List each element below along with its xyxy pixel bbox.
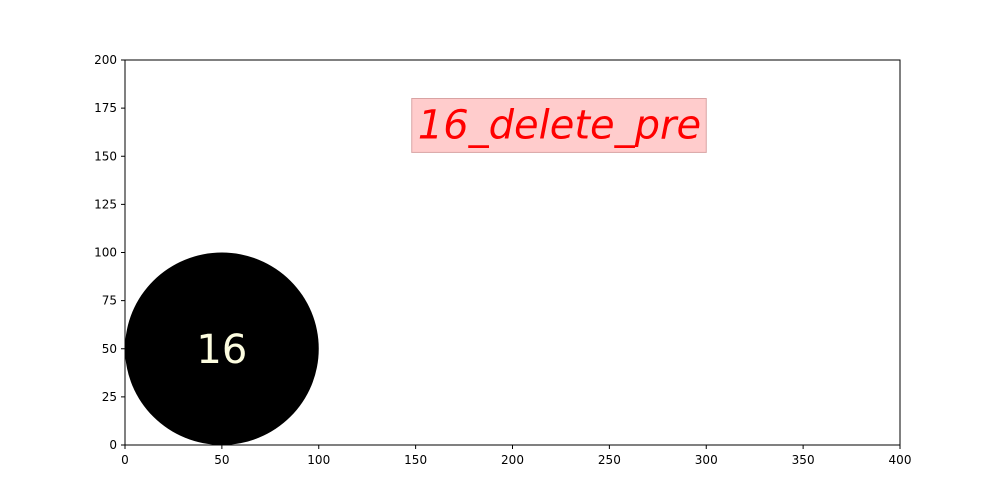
y-tick-label: 0 <box>109 438 117 452</box>
y-tick-label: 25 <box>102 390 117 404</box>
x-tick-label: 50 <box>214 453 229 467</box>
plot-marks: 16 <box>125 252 319 445</box>
y-tick-label: 75 <box>102 294 117 308</box>
circle-marker <box>125 252 319 445</box>
y-axis: 0 25 50 75 100 125 150 175 200 <box>94 53 125 452</box>
x-tick-label: 0 <box>121 453 129 467</box>
x-tick-label: 400 <box>889 453 912 467</box>
x-tick-label: 200 <box>501 453 524 467</box>
circle-label: 16 <box>196 327 247 373</box>
annotation-box <box>411 98 707 153</box>
x-axis: 0 50 100 150 200 250 300 350 400 <box>121 445 911 467</box>
annotation-text: 16_delete_pre <box>418 102 701 148</box>
y-tick-label: 50 <box>102 342 117 356</box>
x-tick-label: 150 <box>404 453 427 467</box>
annotation-layer: 16_delete_pre <box>411 98 707 153</box>
y-tick-label: 200 <box>94 53 117 67</box>
x-tick-label: 300 <box>695 453 718 467</box>
y-tick-label: 175 <box>94 101 117 115</box>
y-tick-label: 150 <box>94 149 117 163</box>
y-tick-label: 100 <box>94 246 117 260</box>
x-tick-label: 350 <box>792 453 815 467</box>
y-tick-label: 125 <box>94 197 117 211</box>
x-tick-label: 250 <box>598 453 621 467</box>
x-tick-label: 100 <box>307 453 330 467</box>
